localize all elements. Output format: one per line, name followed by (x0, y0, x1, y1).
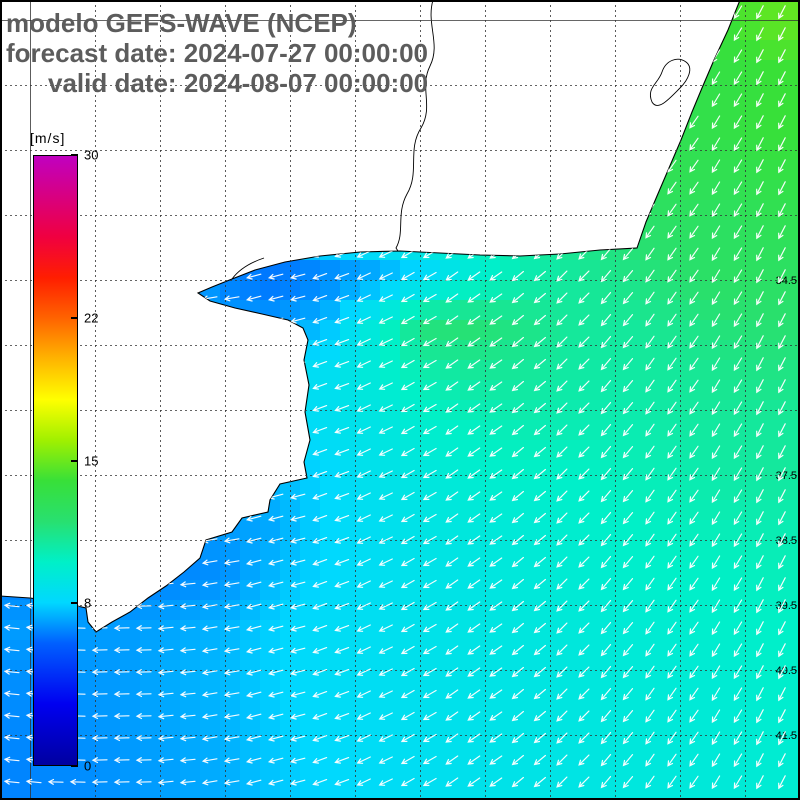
colorbar-units-label: [m/s] (30, 130, 66, 146)
colorbar-tick-mark (71, 154, 78, 156)
colorbar-tick-mark (71, 459, 78, 462)
coastline (0, 0, 741, 633)
model-title: modelo GEFS-WAVE (NCEP) (6, 8, 357, 38)
colorbar-tick-mark (71, 316, 78, 319)
colorbar-tick-label: 30 (84, 147, 99, 163)
river-line (395, 0, 435, 252)
colorbar-tick-label: 22 (84, 310, 99, 326)
colorbar-tick-label: 0 (84, 758, 92, 774)
forecast-date-line: forecast date: 2024-07-27 00:00:00 (6, 38, 429, 68)
colorbar-tick-mark (71, 765, 78, 767)
colorbar-tick-label: 8 (84, 595, 92, 611)
colorbar (33, 155, 78, 766)
latitude-label: 38.5 (776, 535, 797, 547)
coastline-layer (0, 0, 741, 633)
valid-date-line: valid date: 2024-08-07 00:00:00 (48, 68, 429, 98)
title-block: modelo GEFS-WAVE (NCEP) forecast date: 2… (6, 8, 428, 98)
colorbar-tick-mark (71, 602, 78, 605)
river-line (231, 257, 265, 280)
river-line (650, 58, 691, 106)
colorbar-tick-label: 15 (84, 453, 99, 468)
colorbar-gradient (34, 156, 77, 765)
